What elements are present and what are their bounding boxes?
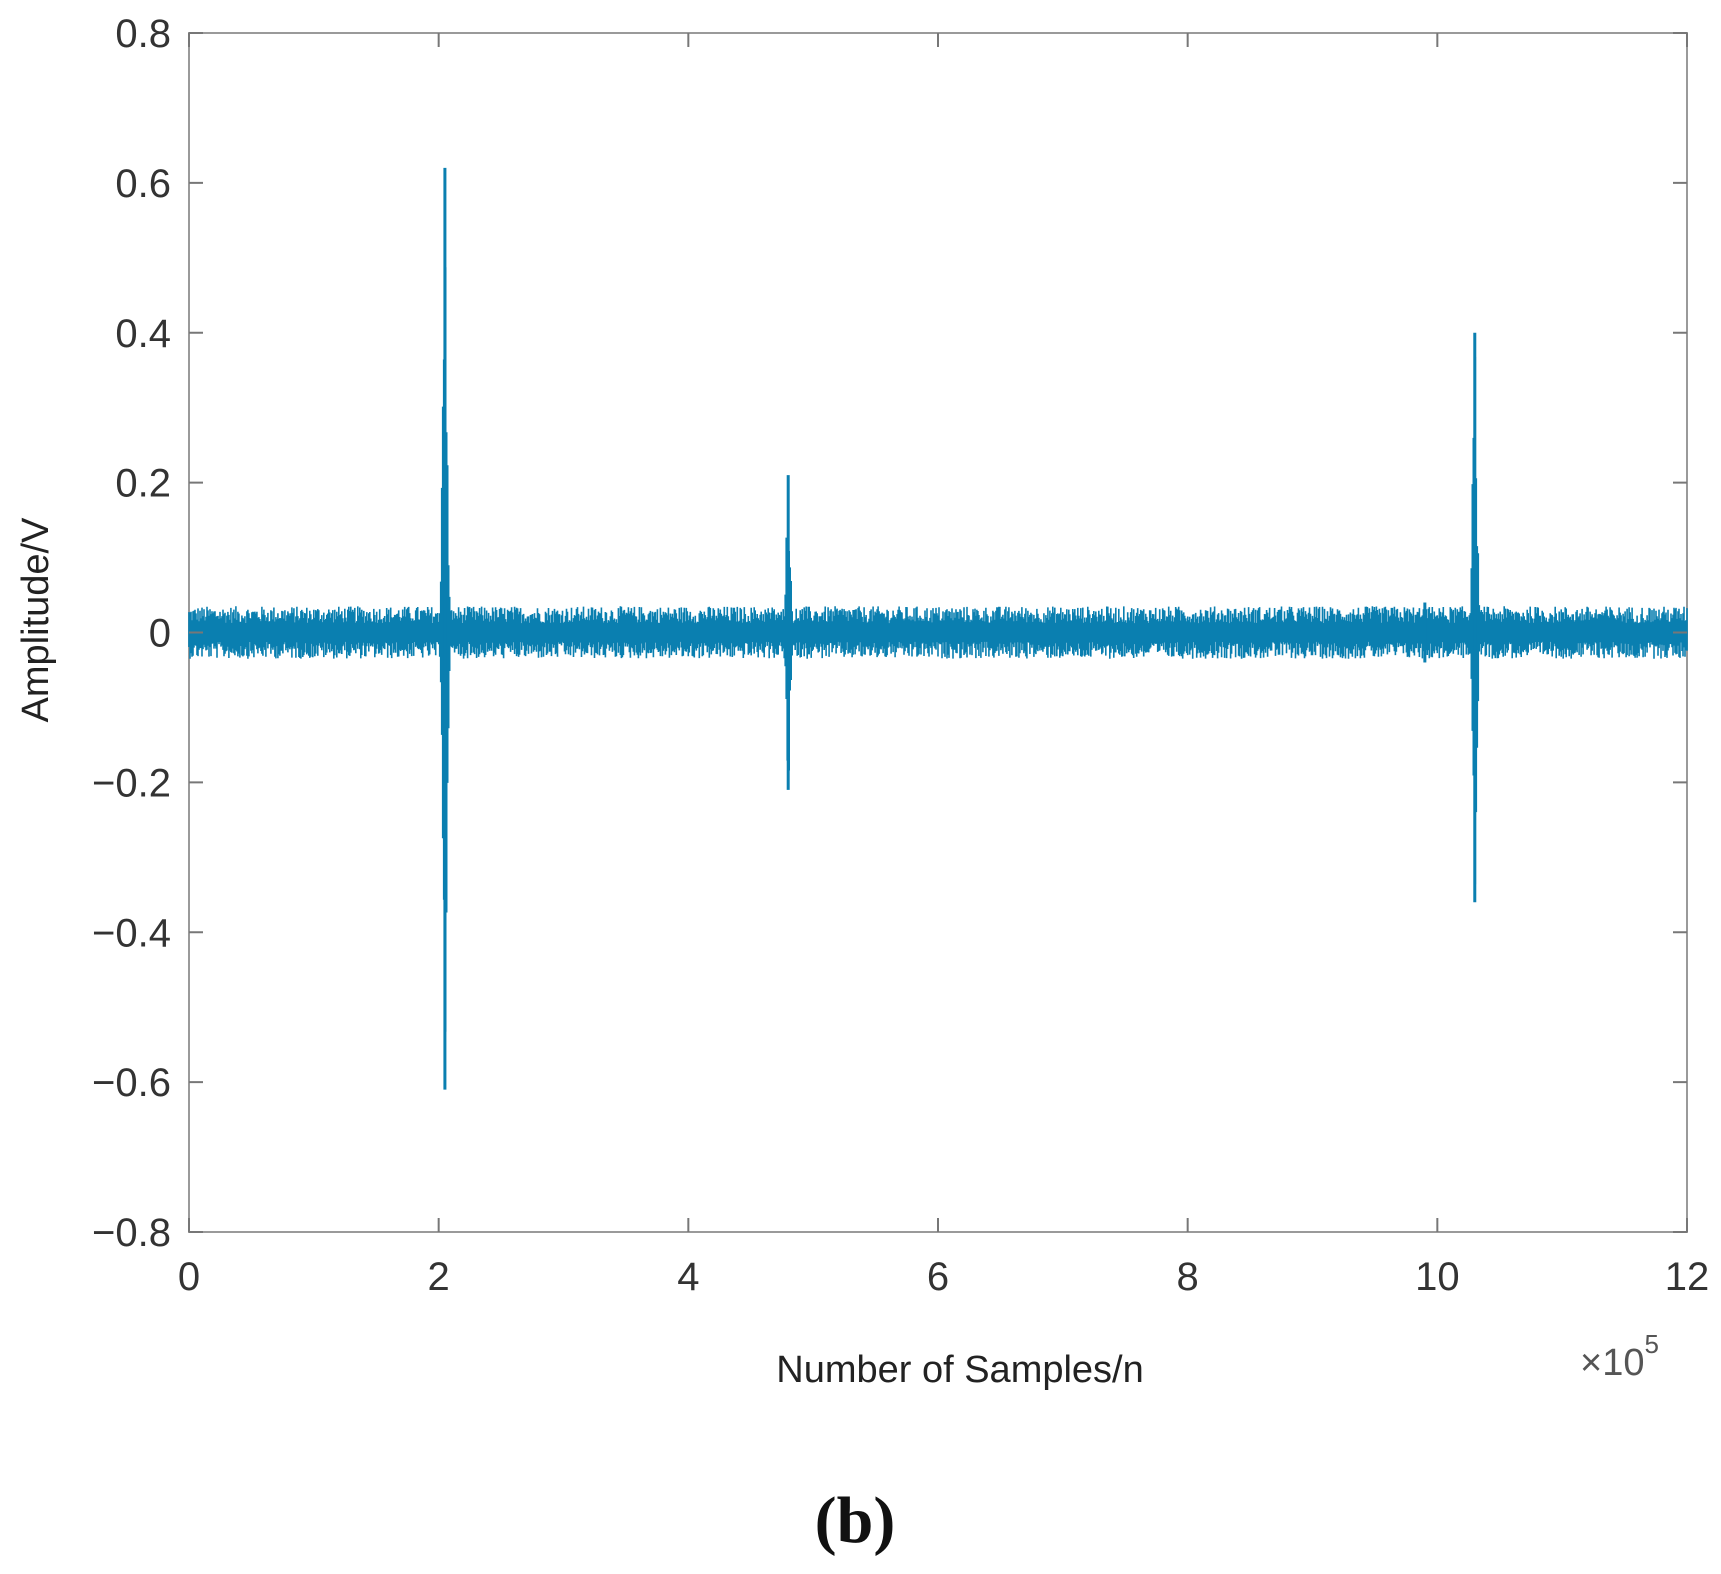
x-axis-exponent-power: 5 xyxy=(1644,1329,1658,1359)
y-axis-label: Amplitude/V xyxy=(15,517,57,723)
x-tick-label: 0 xyxy=(178,1255,200,1299)
y-tick-label: 0.8 xyxy=(115,12,171,56)
signal-trace xyxy=(188,267,1688,1032)
tick-layer xyxy=(188,32,1688,1233)
y-tick-label: 0.6 xyxy=(115,162,171,206)
y-tick-label: −0.4 xyxy=(92,911,171,955)
x-tick-label: 12 xyxy=(1665,1255,1710,1299)
panel-label: (b) xyxy=(815,1484,896,1557)
x-tick-labels: 0 2 4 6 8 10 12 xyxy=(178,1255,1709,1299)
x-tick-label: 6 xyxy=(927,1255,949,1299)
x-axis-exponent: ×105 xyxy=(1580,1329,1659,1384)
x-axis-label: Number of Samples/n xyxy=(776,1349,1144,1391)
x-tick-label: 8 xyxy=(1177,1255,1199,1299)
y-tick-labels: 0.8 0.6 0.4 0.2 0 −0.2 −0.4 −0.6 −0.8 xyxy=(92,12,171,1255)
x-axis-exponent-base: ×10 xyxy=(1580,1342,1644,1384)
x-tick-label: 2 xyxy=(428,1255,450,1299)
signal-layer xyxy=(188,167,1688,1090)
y-tick-label: −0.6 xyxy=(92,1061,171,1105)
x-tick-label: 4 xyxy=(677,1255,699,1299)
y-tick-label: −0.2 xyxy=(92,761,171,805)
y-tick-label: −0.8 xyxy=(92,1211,171,1255)
x-tick-label: 10 xyxy=(1415,1255,1460,1299)
y-tick-label: 0 xyxy=(149,612,171,656)
y-tick-label: 0.4 xyxy=(115,312,171,356)
y-tick-label: 0.2 xyxy=(115,462,171,506)
